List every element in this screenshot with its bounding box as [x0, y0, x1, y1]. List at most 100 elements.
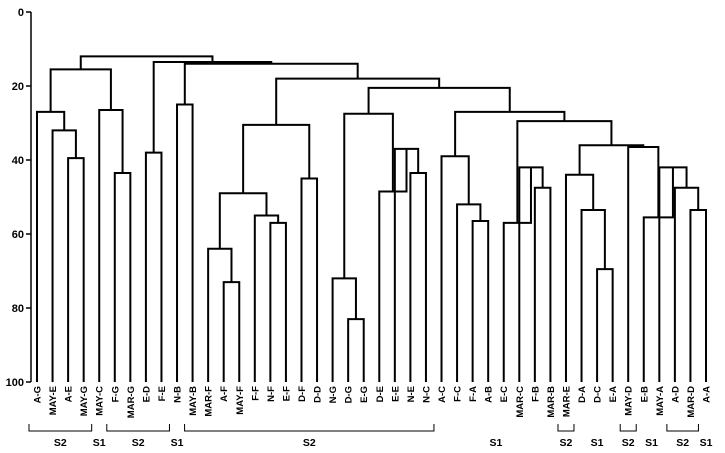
leaf-label: N-E	[406, 386, 417, 402]
group-label: S2	[622, 437, 635, 449]
leaf-label: D-C	[593, 386, 604, 403]
leaf-label: E-C	[499, 386, 510, 403]
group-bracket	[619, 424, 637, 432]
y-tick-label: 20	[12, 81, 24, 93]
dendrogram-link	[144, 151, 163, 382]
dendrogram-link	[343, 112, 394, 279]
leaf-label: A-F	[219, 386, 230, 402]
leaf-label: D-A	[577, 386, 588, 403]
dendrogram-link	[409, 171, 427, 382]
group-label: S2	[676, 437, 689, 449]
leaf-label: A-C	[437, 386, 448, 403]
dendrogram-link	[300, 177, 319, 382]
leaf-label: MAY-B	[188, 386, 199, 416]
dendrogram-link	[269, 221, 287, 382]
y-tick-label: 0	[18, 7, 24, 19]
leaf-label: MAR-E	[561, 386, 572, 417]
leaf-labels: A-G MAY-E A-E MAY-G MAY-C F-G MAR-G E-D F-E N-B MA…	[33, 386, 713, 418]
dendrogram-link	[152, 60, 273, 153]
group-label: S1	[171, 437, 184, 449]
leaf-label: E-A	[608, 386, 619, 403]
leaf-label: D-D	[313, 386, 324, 403]
leaf-label: MAR-B	[546, 386, 557, 418]
dendrogram-link	[36, 110, 66, 382]
group-bracket	[106, 424, 170, 432]
dendrogram-link	[51, 129, 77, 382]
leaf-label: MAY-G	[79, 386, 90, 416]
dendrogram-link	[689, 208, 707, 382]
dendrogram-link	[564, 173, 595, 382]
leaf-label: F-E	[157, 386, 168, 401]
dendrogram-link	[471, 220, 490, 382]
dendrogram-link	[596, 268, 614, 382]
dendrogram-link	[456, 203, 482, 382]
y-tick-label: 80	[12, 303, 24, 315]
leaf-label: A-A	[702, 386, 713, 403]
leaf-label: MAY-C	[95, 386, 106, 416]
dendrogram-link	[98, 109, 124, 382]
group-bracket	[557, 424, 575, 432]
group-bracket	[666, 424, 699, 432]
leaf-label: N-C	[421, 386, 432, 403]
leaf-label: N-F	[266, 386, 277, 402]
dendrogram-link	[218, 192, 268, 249]
leaf-label: F-A	[468, 386, 479, 402]
group-bracket	[28, 424, 93, 432]
leaf-label: MAR-G	[126, 386, 137, 418]
group-label: S2	[54, 437, 67, 449]
leaf-label: MAY-F	[235, 386, 246, 415]
dendrogram-link	[183, 62, 359, 105]
group-label: S1	[645, 437, 658, 449]
leaf-label: MAR-C	[515, 386, 526, 418]
group-label: S1	[490, 437, 503, 449]
leaf-label: MAY-E	[48, 386, 59, 415]
dendrogram-link	[347, 318, 365, 382]
dendrogram-link	[113, 171, 132, 382]
group-annotations: S2 S1 S2 S1 S2 S1 S2 S1 S2 S1 S2 S1	[28, 424, 713, 449]
dendrogram-link	[275, 77, 441, 125]
leaf-label: E-E	[390, 386, 401, 402]
leaf-label: MAR-D	[686, 386, 697, 418]
leaf-label: D-G	[344, 386, 355, 403]
leaf-label: F-G	[110, 386, 121, 402]
leaf-label: N-B	[173, 386, 184, 403]
dendrogram-link	[207, 247, 233, 382]
leaf-label: A-G	[33, 386, 44, 403]
leaf-label: D-F	[297, 386, 308, 402]
leaf-label: A-D	[670, 386, 681, 403]
leaf-label: F-B	[530, 386, 541, 402]
y-tick-label: 40	[12, 155, 24, 167]
leaf-label: A-E	[64, 386, 75, 402]
group-bracket	[184, 424, 435, 432]
dendrogram-link	[67, 157, 85, 382]
leaf-label: N-G	[328, 386, 339, 403]
group-label: S1	[93, 437, 106, 449]
leaf-label: E-D	[141, 386, 152, 403]
dendrogram-link	[454, 110, 566, 157]
group-label: S1	[591, 437, 604, 449]
dendrogram-link	[580, 208, 606, 382]
dendrogram-links	[36, 55, 707, 382]
dendrogram-link	[49, 68, 112, 112]
dendrogram-link	[578, 144, 645, 175]
dendrogram-link	[673, 186, 700, 382]
y-tick-label: 60	[12, 229, 24, 241]
leaf-label: E-B	[639, 386, 650, 403]
dendrogram-link	[176, 103, 194, 382]
dendrogram-link	[79, 55, 214, 70]
dendrogram-link	[242, 123, 311, 194]
y-tick-label: 100	[6, 377, 24, 389]
leaf-label: MAY-D	[624, 386, 635, 416]
leaf-label: F-F	[250, 386, 261, 401]
dendrogram-link	[331, 277, 357, 382]
group-label: S2	[132, 437, 145, 449]
dendrogram-link	[253, 214, 280, 382]
leaf-label: F-C	[453, 386, 464, 402]
leaf-label: MAR-F	[204, 386, 215, 417]
dendrogram-link	[533, 186, 552, 382]
group-label: S2	[560, 437, 573, 449]
y-axis: 0 20 40 60 80 100	[6, 7, 32, 389]
leaf-label: E-F	[281, 386, 292, 402]
leaf-label: D-E	[375, 386, 386, 402]
